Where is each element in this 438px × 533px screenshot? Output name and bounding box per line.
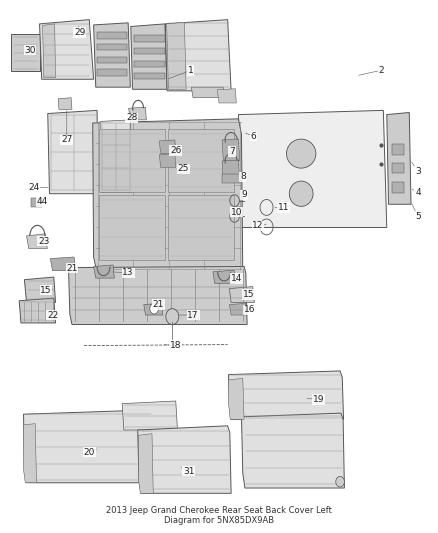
Bar (97, 69, 127, 76)
Text: 7: 7 (229, 147, 235, 156)
Bar (392, 182, 404, 192)
Polygon shape (168, 130, 234, 191)
Polygon shape (25, 277, 56, 302)
Bar (31, 198, 42, 207)
Text: 2013 Jeep Grand Cherokee Rear Seat Back Cover Left
Diagram for 5NX85DX9AB: 2013 Jeep Grand Cherokee Rear Seat Back … (106, 505, 332, 525)
Text: 20: 20 (84, 448, 95, 457)
Text: 9: 9 (241, 190, 247, 199)
Polygon shape (122, 401, 177, 430)
Bar (392, 144, 404, 155)
Polygon shape (241, 413, 344, 488)
Text: 44: 44 (37, 197, 48, 206)
Polygon shape (159, 140, 176, 154)
Text: 21: 21 (66, 264, 78, 272)
Polygon shape (24, 424, 36, 483)
Text: 3: 3 (415, 167, 421, 176)
Text: 22: 22 (47, 311, 58, 319)
Bar (392, 163, 404, 173)
Polygon shape (213, 270, 236, 284)
Text: 15: 15 (40, 286, 52, 295)
Ellipse shape (289, 181, 313, 206)
Polygon shape (238, 110, 387, 228)
Polygon shape (94, 265, 114, 278)
Bar (134, 73, 165, 79)
Bar (97, 57, 127, 63)
Text: 21: 21 (153, 300, 164, 309)
Text: 15: 15 (243, 290, 254, 299)
Text: 29: 29 (74, 28, 85, 37)
Polygon shape (58, 98, 72, 109)
Text: 24: 24 (28, 183, 39, 192)
Polygon shape (19, 298, 56, 323)
Polygon shape (222, 160, 240, 182)
Text: 18: 18 (170, 341, 181, 350)
Polygon shape (131, 24, 167, 90)
Bar (134, 61, 165, 67)
Text: 19: 19 (313, 395, 324, 404)
Circle shape (166, 309, 179, 325)
Polygon shape (138, 426, 231, 494)
Polygon shape (50, 257, 75, 271)
Text: 10: 10 (230, 208, 242, 217)
Text: 5: 5 (415, 212, 421, 221)
Bar (223, 174, 240, 183)
Text: 25: 25 (178, 164, 189, 173)
Bar (97, 33, 127, 39)
Text: 8: 8 (240, 172, 246, 181)
Polygon shape (387, 112, 411, 204)
Polygon shape (27, 234, 47, 248)
Polygon shape (191, 87, 225, 98)
Ellipse shape (286, 139, 316, 168)
Bar (97, 44, 127, 50)
Text: 6: 6 (251, 132, 257, 141)
Text: 4: 4 (415, 188, 421, 197)
Polygon shape (93, 119, 243, 273)
Polygon shape (230, 303, 247, 315)
Polygon shape (100, 120, 132, 192)
Text: 23: 23 (38, 237, 49, 246)
Polygon shape (24, 410, 153, 483)
Polygon shape (68, 266, 247, 325)
Polygon shape (144, 303, 163, 315)
Circle shape (150, 303, 159, 314)
Bar (134, 36, 165, 42)
Polygon shape (11, 35, 39, 71)
Text: 12: 12 (252, 221, 264, 230)
Polygon shape (39, 20, 94, 79)
Text: 31: 31 (183, 467, 194, 475)
Text: 16: 16 (244, 305, 255, 314)
Text: 26: 26 (170, 146, 181, 155)
Text: 27: 27 (61, 135, 72, 144)
Polygon shape (138, 434, 153, 494)
Text: 28: 28 (126, 113, 138, 122)
Bar (134, 47, 165, 54)
Polygon shape (168, 195, 234, 260)
Polygon shape (217, 89, 236, 103)
Polygon shape (99, 130, 165, 191)
Text: 14: 14 (231, 274, 242, 283)
Polygon shape (129, 107, 146, 120)
Circle shape (336, 477, 344, 487)
Polygon shape (229, 378, 244, 419)
Text: 2: 2 (378, 66, 384, 75)
Polygon shape (48, 110, 99, 193)
Text: 17: 17 (187, 311, 199, 319)
Text: 13: 13 (123, 268, 134, 277)
Text: 11: 11 (278, 203, 290, 212)
Text: 1: 1 (188, 66, 194, 75)
Polygon shape (229, 371, 343, 419)
Polygon shape (230, 287, 254, 302)
Polygon shape (159, 154, 176, 167)
Polygon shape (94, 23, 131, 87)
Polygon shape (42, 24, 56, 78)
Polygon shape (167, 22, 186, 90)
Text: 30: 30 (24, 46, 36, 55)
Polygon shape (166, 20, 231, 91)
Polygon shape (222, 139, 240, 161)
Polygon shape (99, 195, 165, 260)
